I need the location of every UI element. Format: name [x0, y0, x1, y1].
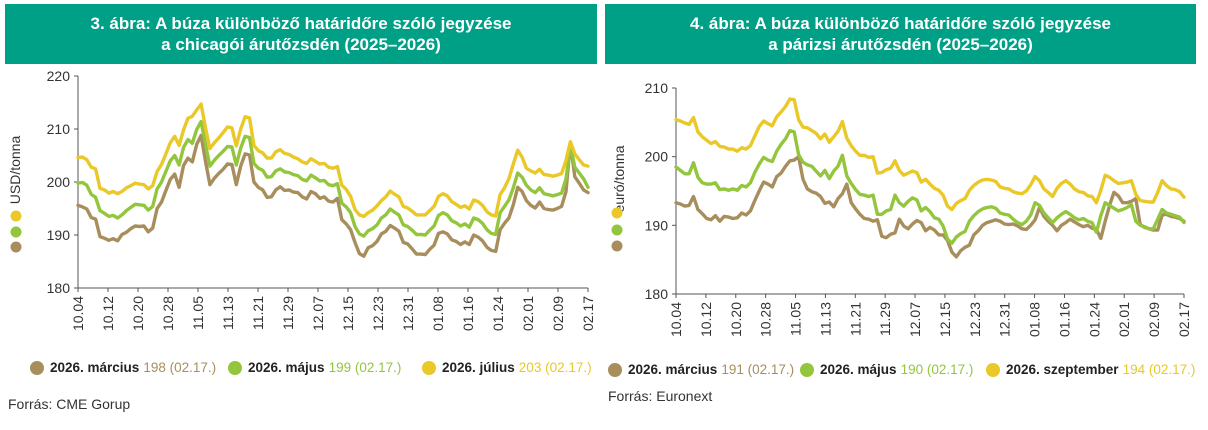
- x-tick-label: 02.17: [580, 296, 596, 331]
- legend-marker-july: [422, 360, 436, 375]
- y-tick-label: 190: [47, 227, 71, 243]
- chart-title-line2: a párizsi árutőzsdén (2025–2026): [768, 35, 1033, 54]
- legend-marker-may: [800, 362, 814, 377]
- x-tick-label: 10.28: [160, 296, 176, 331]
- legend-label: 2026. július: [442, 360, 515, 375]
- legend-value: 198 (02.17.): [143, 360, 217, 375]
- legend-marker-march: [608, 362, 622, 377]
- x-tick-label: 10.28: [758, 302, 774, 337]
- legend-marker-may: [228, 360, 242, 375]
- legend-value: 191 (02.17.): [721, 362, 795, 377]
- x-tick-label: 11.13: [220, 296, 236, 330]
- x-tick-label: 10.04: [70, 296, 86, 331]
- y-tick-label: 190: [645, 217, 669, 233]
- legend-marker-september: [986, 362, 1000, 377]
- y-tick-label: 220: [47, 68, 71, 84]
- series-line-march: [76, 133, 590, 258]
- chart-panel-paris: 4. ábra: A búza különböző határidőre szó…: [604, 0, 1208, 430]
- chart-title-line2: a chicagói árutőzsdén (2025–2026): [161, 35, 441, 54]
- x-tick-label: 11.29: [280, 296, 296, 330]
- x-tick-label: 12.15: [937, 302, 953, 337]
- x-tick-label: 11.21: [847, 302, 863, 336]
- x-tick-label: 11.05: [190, 296, 206, 330]
- legend-label: 2026. május: [820, 362, 897, 377]
- y-label-dot-third: [10, 210, 22, 222]
- legend-label: 2026. március: [50, 360, 140, 375]
- x-tick-label: 11.21: [250, 296, 266, 330]
- series-line-march: [674, 154, 1186, 259]
- x-tick-label: 01.16: [1056, 302, 1072, 337]
- x-tick-label: 11.13: [817, 302, 833, 336]
- legend-label: 2026. szeptember: [1006, 362, 1119, 377]
- x-tick-label: 01.24: [490, 296, 506, 331]
- x-tick-label: 11.05: [788, 302, 804, 336]
- x-tick-label: 12.07: [907, 302, 923, 337]
- y-label-dot-third: [611, 207, 623, 219]
- source-note: Forrás: CME Gorup: [8, 396, 131, 412]
- legend-value: 194 (02.17.): [1122, 362, 1196, 377]
- x-tick-label: 12.31: [400, 296, 416, 331]
- legend-item-september: 2026. szeptember 194 (02.17.): [986, 362, 1195, 377]
- legend-item-march: 2026. március 191 (02.17.): [608, 362, 794, 377]
- x-tick-label: 02.09: [550, 296, 566, 331]
- y-tick-label: 210: [47, 121, 71, 137]
- line-chart-paris: 180 190 200 210 euró/tonna 10.04 10.12 10.20 10.…: [611, 80, 1192, 337]
- x-tick-label: 01.24: [1086, 302, 1102, 337]
- line-chart-chicago: 180 190 200 210 220 USD/tonna 10.04 10.12 10.20 1…: [7, 68, 596, 331]
- series-line-third: [76, 102, 590, 219]
- y-tick-label: 180: [47, 280, 71, 296]
- legend-item-july: 2026. július 203 (02.17.): [422, 360, 592, 375]
- chart-header-chicago: 3. ábra: A búza különböző határidőre szó…: [5, 4, 597, 64]
- y-label-dot-may: [10, 226, 22, 238]
- legend-item-may: 2026. május 199 (02.17.): [228, 360, 401, 375]
- x-tick-label: 10.04: [668, 302, 684, 337]
- x-tick-label: 10.20: [130, 296, 146, 331]
- legend-value: 203 (02.17.): [518, 360, 592, 375]
- x-tick-label: 01.08: [1027, 302, 1043, 337]
- y-tick-label: 200: [645, 149, 669, 165]
- x-tick-label: 12.31: [997, 302, 1013, 337]
- y-label-dot-march: [10, 241, 22, 253]
- chart-title-line1: 4. ábra: A búza különböző határidőre szó…: [690, 14, 1111, 33]
- x-tick-label: 12.15: [340, 296, 356, 331]
- x-tick-label: 12.23: [370, 296, 386, 331]
- y-axis-label: USD/tonna: [7, 136, 23, 205]
- x-tick-label: 11.29: [877, 302, 893, 336]
- legend-label: 2026. március: [628, 362, 718, 377]
- series-line-third: [674, 97, 1186, 212]
- x-tick-label: 10.12: [698, 302, 714, 337]
- legend-item-march: 2026. március 198 (02.17.): [30, 360, 216, 375]
- legend-label: 2026. május: [248, 360, 325, 375]
- chart-panel-chicago: 3. ábra: A búza különböző határidőre szó…: [0, 0, 600, 430]
- y-label-dot-march: [611, 240, 623, 252]
- legend-item-may: 2026. május 190 (02.17.): [800, 362, 973, 377]
- y-tick-label: 180: [645, 286, 669, 302]
- x-tick-label: 01.16: [460, 296, 476, 331]
- x-tick-label: 02.09: [1146, 302, 1162, 337]
- y-axis-label: euró/tonna: [611, 145, 627, 212]
- x-tick-label: 12.23: [967, 302, 983, 337]
- x-tick-label: 02.17: [1176, 302, 1192, 337]
- legend-value: 199 (02.17.): [328, 360, 402, 375]
- y-tick-label: 200: [47, 174, 71, 190]
- x-tick-label: 10.12: [100, 296, 116, 331]
- source-note: Forrás: Euronext: [608, 388, 713, 404]
- x-tick-label: 12.07: [310, 296, 326, 331]
- x-tick-label: 10.20: [728, 302, 744, 337]
- x-tick-label: 01.08: [430, 296, 446, 331]
- chart-title-line1: 3. ábra: A búza különböző határidőre szó…: [90, 14, 512, 33]
- legend-marker-march: [30, 360, 44, 375]
- y-label-dot-may: [611, 224, 623, 236]
- x-tick-label: 02.01: [520, 296, 536, 331]
- series-line-may: [76, 119, 590, 238]
- series-line-may: [674, 128, 1186, 245]
- legend-value: 190 (02.17.): [900, 362, 974, 377]
- x-tick-label: 02.01: [1116, 302, 1132, 337]
- y-tick-label: 210: [645, 80, 669, 96]
- chart-header-paris: 4. ábra: A búza különböző határidőre szó…: [605, 4, 1196, 64]
